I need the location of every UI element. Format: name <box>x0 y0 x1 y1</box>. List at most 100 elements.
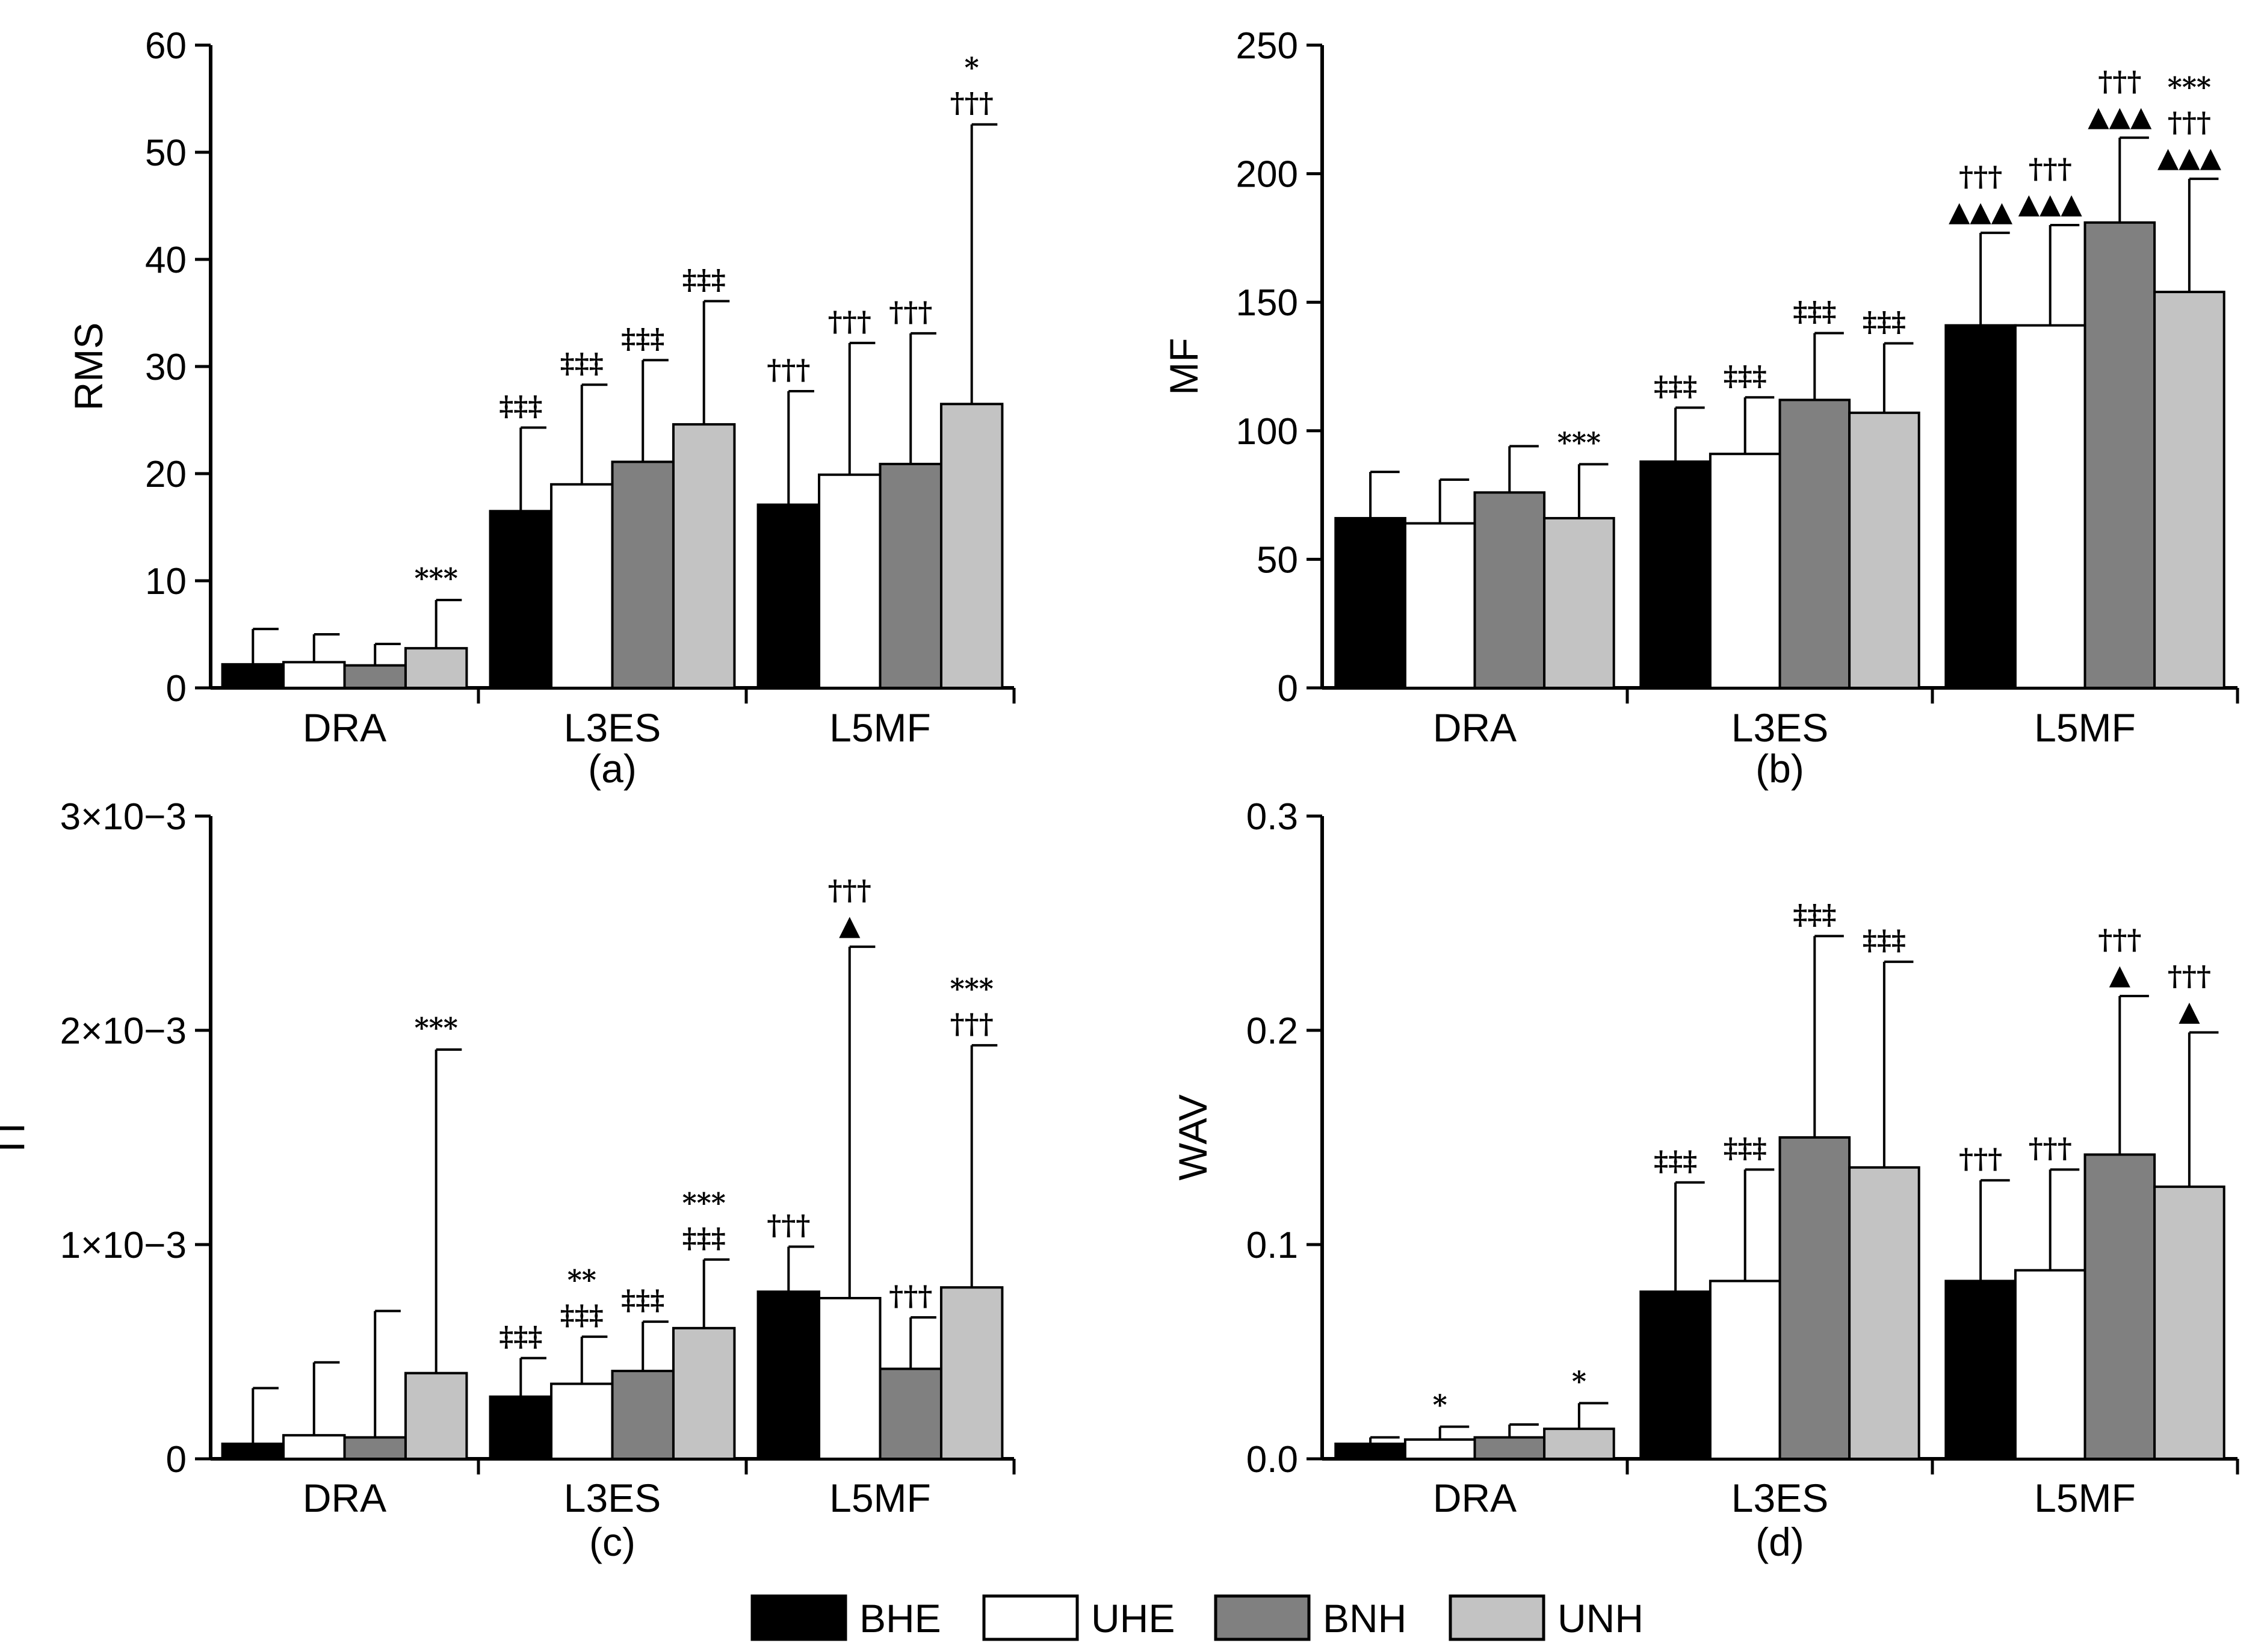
chart-panel-1: 0 10 20 30 40 50 60 RMS DRA *** L3ES ‡‡‡ ‡‡‡ ‡‡‡ ‡‡‡ L5… <box>66 25 1016 791</box>
significance-mark: *** <box>2168 71 2211 104</box>
bar-bnh <box>1473 1436 1546 1460</box>
category-label: L5MF <box>2034 1476 2136 1520</box>
y-tick-label: 2×10−3 <box>60 1010 187 1052</box>
bar-unh <box>2153 291 2225 689</box>
significance-mark: ††† <box>889 295 932 328</box>
bar-unh <box>672 423 736 689</box>
bar-unh <box>939 403 1004 689</box>
bar-unh <box>672 1326 736 1461</box>
bar-uhe <box>2014 1269 2086 1460</box>
significance-mark: ††† <box>2029 152 2072 185</box>
significance-mark: ††† <box>2098 65 2141 97</box>
bar-bhe <box>756 1290 821 1461</box>
y-axis-title: WAV <box>1171 1095 1215 1181</box>
bar-bhe <box>1334 517 1406 689</box>
category-label: L3ES <box>564 705 661 750</box>
panels: 0102030405060RMSDRA***L3ES‡‡‡‡‡‡‡‡‡‡‡‡L5… <box>0 25 2239 1564</box>
legend-label: UNH <box>1557 1596 1644 1641</box>
y-tick-label: 30 <box>145 347 187 388</box>
bar-bnh <box>1778 398 1851 689</box>
bar-unh <box>2153 1185 2225 1460</box>
y-tick-label: 20 <box>145 454 187 495</box>
legend-swatch <box>750 1594 847 1641</box>
y-tick-label: 10 <box>145 561 187 602</box>
bar-bhe <box>1944 1279 2017 1461</box>
significance-mark: ††† <box>889 1279 932 1312</box>
y-tick-label: 0.3 <box>1246 796 1298 838</box>
bar-bnh <box>2083 221 2156 689</box>
significance-mark: *** <box>415 1012 458 1044</box>
y-tick-label: 40 <box>145 240 187 281</box>
category-label: L3ES <box>564 1476 661 1520</box>
bar-bhe <box>489 510 553 689</box>
significance-mark: ††† <box>2168 960 2211 992</box>
bar-uhe <box>1709 1279 1781 1461</box>
significance-mark: ††† <box>1959 160 2002 193</box>
bar-uhe <box>282 1434 346 1461</box>
bar-bhe <box>1944 324 2017 689</box>
y-tick-label: 1×10−3 <box>60 1225 187 1266</box>
significance-mark: ††† <box>950 1007 994 1040</box>
y-tick-label: 200 <box>1236 154 1298 196</box>
bar-bhe <box>1639 1290 1712 1461</box>
bar-uhe <box>550 1382 614 1460</box>
significance-mark: ‡‡‡ <box>1793 295 1836 327</box>
panel-label: (a) <box>588 746 637 791</box>
legend-label: UHE <box>1091 1596 1175 1641</box>
bar-bhe <box>221 1443 285 1461</box>
significance-mark: ▲▲▲ <box>2088 100 2152 132</box>
legend-item-uhe: UHE <box>982 1594 1175 1641</box>
significance-mark: ‡‡‡ <box>682 1222 726 1254</box>
significance-mark: ††† <box>767 353 810 386</box>
legend-label: BNH <box>1323 1596 1406 1641</box>
bar-unh <box>404 1372 468 1461</box>
significance-mark: ††† <box>1959 1142 2002 1175</box>
significance-mark: ‡‡‡ <box>1724 359 1767 392</box>
significance-mark: ▲▲▲ <box>1949 195 2013 227</box>
bar-unh <box>939 1286 1004 1460</box>
significance-mark: *** <box>415 562 458 595</box>
significance-mark: ††† <box>2029 1131 2072 1164</box>
legend-label: BHE <box>859 1596 941 1641</box>
significance-mark: *** <box>1557 426 1601 459</box>
significance-mark: ‡‡‡ <box>621 1284 664 1316</box>
bar-bnh <box>879 462 942 689</box>
bar-uhe <box>282 661 346 690</box>
significance-mark: ††† <box>828 874 871 906</box>
bar-bhe <box>221 663 285 689</box>
legend-item-unh: UNH <box>1449 1594 1644 1641</box>
bar-bnh <box>1473 491 1546 689</box>
significance-mark: *** <box>682 1187 726 1219</box>
significance-mark: ▲ <box>839 909 861 941</box>
significance-mark: * <box>1433 1389 1447 1422</box>
legend-item-bhe: BHE <box>750 1594 941 1641</box>
bar-uhe <box>1403 1438 1476 1460</box>
y-tick-label: 250 <box>1236 25 1298 67</box>
significance-mark: ††† <box>2098 923 2141 956</box>
bar-unh <box>1543 1428 1615 1460</box>
bar-uhe <box>550 483 614 689</box>
bar-unh <box>1848 1166 1920 1460</box>
category-label: L3ES <box>1731 1476 1828 1520</box>
category-label: DRA <box>303 1476 386 1520</box>
bar-uhe <box>2014 324 2086 689</box>
bar-unh <box>404 647 468 690</box>
panel-label: (c) <box>589 1520 636 1564</box>
significance-mark: ††† <box>828 305 871 338</box>
bar-bnh <box>611 460 675 689</box>
panel-label: (d) <box>1755 1520 1804 1564</box>
significance-mark: ‡‡‡ <box>1863 924 1906 956</box>
y-axis-title: Π <box>0 1123 32 1152</box>
legend-swatch <box>982 1594 1079 1641</box>
significance-mark: ††† <box>767 1209 810 1242</box>
y-tick-label: 0.2 <box>1246 1010 1298 1052</box>
significance-mark: ‡‡‡ <box>1793 898 1836 930</box>
significance-mark: ‡‡‡ <box>682 263 726 295</box>
significance-mark: ††† <box>2168 106 2211 138</box>
y-tick-label: 0 <box>166 1439 187 1480</box>
bar-uhe <box>818 1297 882 1460</box>
category-label: DRA <box>303 705 386 750</box>
bar-bnh <box>1778 1136 1851 1460</box>
bar-bnh <box>611 1370 675 1461</box>
